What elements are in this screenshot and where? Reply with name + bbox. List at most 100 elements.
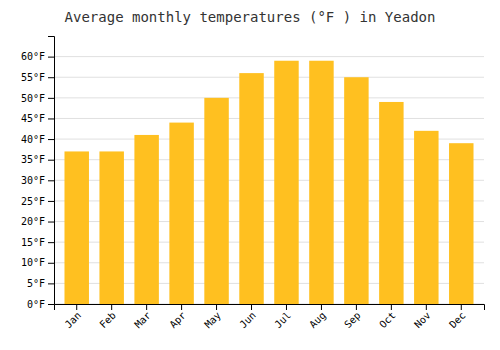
y-tick-label: 55°F [21,72,45,83]
x-axis: Jan Feb Mar Apr May Jun Jul Aug Sep Oct Nov Dec [55,304,485,330]
bar [99,151,123,304]
y-tick-label: 40°F [21,134,45,145]
bar [169,123,193,304]
x-tick: May [202,304,223,330]
bars [64,61,473,304]
plot: 0°F 5°F 10°F 15°F 20°F 25°F 30°F 35°F 40°F 45°F 50… [21,37,485,331]
grid-line [54,118,484,119]
x-tick: Aug [307,304,328,330]
x-tick-mark [426,304,427,310]
x-tick-label: Dec [447,310,468,331]
y-tick-mark [48,118,54,119]
x-tick: Nov [412,304,433,330]
y-tick-mark [48,304,54,305]
x-tick-label: May [202,310,223,331]
y-tick: 15°F [21,237,54,248]
y-axis-line [48,37,55,305]
y-tick-label: 10°F [21,257,45,268]
y-tick-mark [48,201,54,202]
y-axis: 0°F 5°F 10°F 15°F 20°F 25°F 30°F 35°F 40°F 45°F 50… [21,37,55,310]
y-tick-label: 60°F [21,51,45,62]
grid-line [54,56,484,57]
y-tick-mark [48,222,54,223]
x-tick-label: Sep [342,310,363,331]
y-tick: 5°F [27,278,54,289]
title: Average monthly temperatures (°F ) in Ye… [65,9,436,25]
x-tick-mark [146,304,147,310]
bar [204,98,228,304]
bar [239,73,263,304]
x-tick-mark [216,304,217,310]
bar [274,61,298,304]
y-tick: 10°F [21,257,54,268]
y-tick-mark [48,98,54,99]
y-tick-label: 45°F [21,113,45,124]
y-tick-label: 20°F [21,216,45,227]
y-tick-label: 30°F [21,175,45,186]
grid-line [54,77,484,78]
x-tick-mark [286,304,287,310]
grid [54,57,484,304]
bar [134,135,158,304]
y-tick-label: 15°F [21,237,45,248]
grid-line [54,97,484,98]
x-tick-mark [251,304,252,310]
y-tick: 45°F [21,113,54,124]
y-tick-mark [48,242,54,243]
y-tick-mark [48,263,54,264]
bar [64,151,88,304]
x-axis-line [55,305,485,311]
y-tick-mark [48,283,54,284]
x-tick: Feb [97,304,118,330]
y-tick-mark [48,139,54,140]
y-tick: 60°F [21,51,54,62]
y-tick-mark [48,57,54,58]
x-tick: Oct [377,304,398,330]
bar [414,131,438,304]
x-tick-label: Mar [132,310,153,331]
x-tick: Sep [342,304,363,330]
y-tick: 25°F [21,196,54,207]
bar [449,143,473,304]
y-tick-mark [48,77,54,78]
y-tick-mark [48,180,54,181]
x-tick-label: Nov [412,310,433,331]
y-tick-label: 50°F [21,93,45,104]
y-tick-label: 25°F [21,196,45,207]
x-tick-mark [111,304,112,310]
bar [344,77,368,304]
chart: 0°F 5°F 10°F 15°F 20°F 25°F 30°F 35°F 40°F 45°F 50… [0,0,500,350]
y-tick: 50°F [21,93,54,104]
x-tick-label: Jul [272,310,293,331]
x-tick-label: Jan [63,310,84,331]
x-tick-label: Feb [97,310,118,331]
x-tick: Jan [63,304,84,330]
bar [379,102,403,304]
x-tick-mark [321,304,322,310]
x-tick-mark [391,304,392,310]
x-tick: Jun [237,304,258,330]
y-tick-label: 0°F [27,299,45,310]
x-tick-mark [356,304,357,310]
x-tick: Apr [167,304,188,330]
y-tick-label: 35°F [21,154,45,165]
x-tick-label: Oct [377,310,398,331]
x-tick-mark [76,304,77,310]
y-tick: 0°F [27,299,54,310]
y-tick: 20°F [21,216,54,227]
bar [309,61,333,304]
x-tick-label: Jun [237,310,258,331]
x-tick: Jul [272,304,293,330]
y-tick-label: 5°F [27,278,45,289]
x-tick-label: Aug [307,310,328,331]
x-tick-label: Apr [167,310,188,331]
x-tick-mark [461,304,462,310]
y-tick: 40°F [21,134,54,145]
x-tick: Mar [132,304,153,330]
x-tick-mark [181,304,182,310]
y-tick: 35°F [21,154,54,165]
x-tick: Dec [447,304,468,330]
y-tick: 55°F [21,72,54,83]
y-tick: 30°F [21,175,54,186]
y-tick-mark [48,160,54,161]
